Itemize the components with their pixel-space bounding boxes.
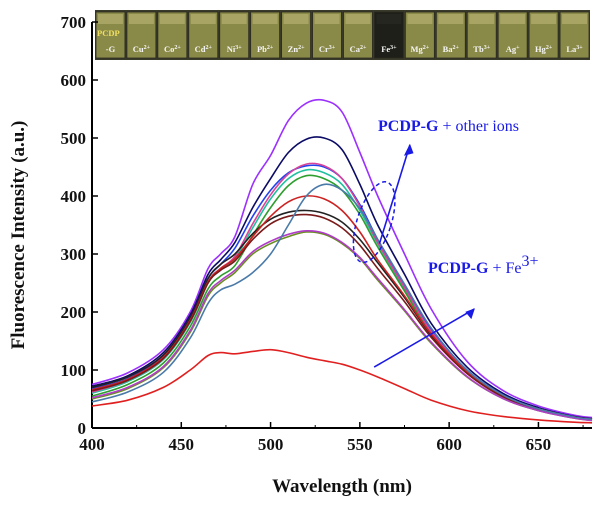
- x-tick-label: 600: [436, 435, 462, 454]
- spectra-curves: [91, 98, 593, 424]
- vial-label: Tb3+: [473, 44, 490, 54]
- y-tick-label: 700: [61, 13, 87, 32]
- vial-label: Mg2+: [410, 44, 429, 54]
- vial-highlight: [438, 14, 464, 24]
- arrow-head: [465, 308, 475, 320]
- vial-highlight: [128, 14, 154, 24]
- spectrum-curve-2: [91, 136, 593, 420]
- vial-label: -G: [106, 44, 116, 54]
- vial-photo-inset: PCDP -G Cu2+ Co2+ Cd2+ Ni3+ Pb2+ Zn2+ Cr3+ Ca2+ Fe…: [95, 10, 590, 60]
- vial-highlight: [159, 14, 185, 24]
- highlight-ellipse: [352, 181, 396, 264]
- vial-highlight: [469, 14, 495, 24]
- vial-label: Ag+: [506, 44, 520, 54]
- spectrum-curve-11: [91, 229, 593, 422]
- vial-label: Fe3+: [381, 44, 397, 54]
- spectrum-curve-4: [91, 168, 593, 421]
- x-tick-label: 650: [526, 435, 552, 454]
- vial-label: Pb2+: [257, 44, 274, 54]
- vial-highlight: [190, 14, 216, 24]
- arrow-head: [403, 143, 414, 156]
- vial-label: Hg2+: [535, 44, 553, 54]
- vial-highlight: [531, 14, 557, 24]
- vial-label: Ca2+: [350, 44, 367, 54]
- spectrum-curve-9: [91, 213, 593, 421]
- vial-highlight: [221, 14, 247, 24]
- vial-label: Cu2+: [133, 44, 151, 54]
- spectrum-curve-12: [91, 183, 593, 421]
- arrow-other-ions: [378, 144, 411, 244]
- vial-highlight: [314, 14, 340, 24]
- vial-highlight: [376, 14, 402, 24]
- x-axis-title: Wavelength (nm): [272, 476, 412, 497]
- x-tick-label: 450: [169, 435, 195, 454]
- vial-label: Zn2+: [288, 44, 305, 54]
- y-tick-label: 400: [61, 187, 87, 206]
- spectrum-curve-5: [91, 174, 593, 421]
- spectrum-curve-1: [91, 98, 593, 419]
- vial-highlight: [500, 14, 526, 24]
- y-tick-label: 100: [61, 361, 87, 380]
- vial-highlight: [345, 14, 371, 24]
- x-tick-label: 500: [258, 435, 284, 454]
- spectrum-curve-13: [91, 348, 593, 424]
- vial-highlight: [407, 14, 433, 24]
- vial-label: Co2+: [164, 44, 181, 54]
- annotation-fe: PCDP-G + Fe3+: [428, 253, 539, 277]
- y-tick-label: 0: [78, 419, 87, 438]
- vial-label: Ni3+: [227, 44, 243, 54]
- y-tick-label: 200: [61, 303, 87, 322]
- vial-highlight: [283, 14, 309, 24]
- vial-highlight: [252, 14, 278, 24]
- vial-label: Cd2+: [195, 44, 213, 54]
- y-tick-label: 300: [61, 245, 87, 264]
- vial-label: La3+: [566, 44, 583, 54]
- vial-label: Cr3+: [319, 44, 336, 54]
- y-axis-title: Fluorescence Intensity (a.u.): [8, 121, 29, 350]
- spectrum-curve-3: [91, 164, 593, 421]
- annotation-other-ions: PCDP-G + other ions: [378, 118, 519, 135]
- y-tick-label: 600: [61, 71, 87, 90]
- vial-label: Ba2+: [443, 44, 460, 54]
- arrow-fe: [373, 308, 475, 368]
- annotations: PCDP-G + other ions PCDP-G + Fe3+: [352, 118, 539, 368]
- x-tick-label: 550: [347, 435, 373, 454]
- axes: 0 100 200 300 400 500 600 700 400 450 500 550 600 650…: [8, 13, 592, 497]
- y-tick-label: 500: [61, 129, 87, 148]
- x-tick-label: 400: [79, 435, 105, 454]
- vial-highlight: [562, 14, 587, 24]
- vial-highlight: [98, 14, 123, 24]
- spectrum-curve-6: [91, 162, 593, 421]
- vial-label: PCDP: [97, 28, 120, 38]
